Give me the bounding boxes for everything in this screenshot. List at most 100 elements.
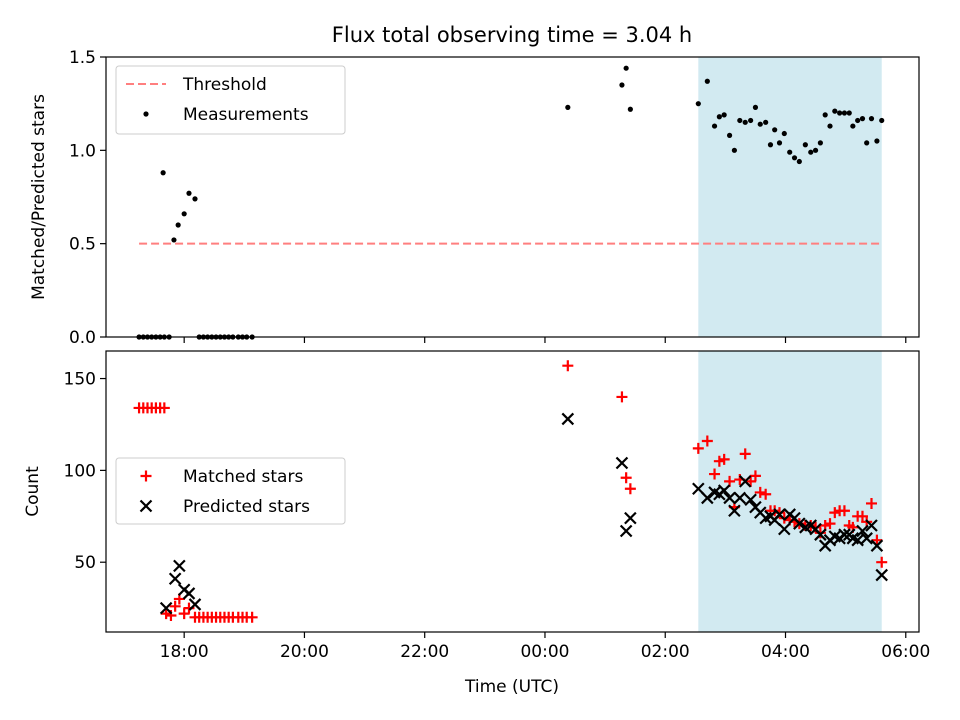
predicted-star-point (738, 475, 752, 488)
counts-legend: Matched stars Predicted stars (115, 457, 346, 525)
measurement-point (731, 147, 737, 153)
predicted-star-point (182, 587, 196, 600)
matched-star-point (749, 470, 761, 482)
predicted-star-point (173, 559, 186, 573)
x-tick-label: 06:00 (881, 642, 930, 662)
measurement-point (879, 117, 885, 124)
matched-star-point (754, 486, 766, 498)
ratio-legend: Threshold Measurements (115, 65, 346, 135)
legend-measurements-label: Measurements (183, 105, 309, 125)
matched-star-point (718, 453, 730, 465)
x-tick-label: 02:00 (641, 642, 690, 662)
measurement-point (721, 112, 727, 118)
measurement-point (627, 106, 633, 112)
measurement-point (837, 110, 843, 116)
y-tick-label: 0.0 (69, 328, 96, 348)
matched-star-point (624, 483, 636, 495)
measurement-point (742, 119, 748, 125)
matched-star-point (616, 391, 628, 403)
measurement-point (704, 78, 710, 84)
predicted-star-point (159, 601, 173, 615)
predicted-star-point (624, 511, 637, 525)
measurement-point (757, 121, 763, 127)
measurement-point (160, 170, 166, 176)
matched-star-point (745, 475, 757, 487)
matched-star-point (865, 497, 877, 509)
matched-star-point (871, 534, 883, 546)
matched-star-point (160, 608, 172, 620)
ratio-panel: 0.0 0.5 1.0 1.5 Matched/Predicted stars Thr… (29, 48, 920, 348)
legend-threshold-label: Threshold (182, 75, 267, 95)
matched-star-point (713, 455, 725, 467)
predicted-star-point (865, 519, 878, 532)
measurement-point (737, 117, 743, 124)
measurement-point (767, 142, 774, 148)
matched-star-point (856, 510, 868, 522)
predicted-star-point (728, 504, 741, 518)
measurement-point (623, 65, 629, 71)
ratio-y-axis-label: Matched/Predicted stars (29, 94, 49, 300)
measurement-point (748, 117, 754, 124)
measurement-point (796, 158, 802, 165)
x-axis-label: Time (UTC) (464, 677, 559, 697)
predicted-star-point (870, 539, 884, 552)
measurement-point (752, 104, 759, 110)
predicted-star-point (561, 412, 575, 426)
predicted-star-point (733, 491, 747, 505)
matched-star-point (620, 472, 632, 484)
predicted-star-point (168, 572, 182, 586)
measurement-point (763, 119, 769, 125)
legend-predicted-symbol (139, 499, 153, 513)
chart-title: Flux total observing time = 3.04 h (332, 23, 692, 47)
measurement-point (781, 130, 787, 137)
predicted-star-point (773, 508, 786, 521)
matched-star-point (701, 435, 713, 447)
x-tick-label: 18:00 (160, 642, 209, 662)
x-tick-label: 00:00 (520, 642, 569, 662)
observing-window-shade (698, 351, 882, 632)
predicted-star-point (860, 532, 873, 545)
ratio-legend-box (115, 65, 346, 135)
predicted-star-point (838, 528, 851, 541)
measurement-point (868, 116, 875, 122)
measurement-point (859, 116, 866, 122)
legend-measurements-symbol (143, 111, 149, 117)
measurement-point (716, 114, 722, 120)
counts-panel: 18:00 20:00 22:00 00:00 02:00 04:00 06:00 50 100… (23, 350, 930, 662)
measurement-point (726, 132, 733, 138)
measurement-point (846, 110, 852, 116)
predicted-star-point (615, 456, 629, 470)
measurement-point (192, 196, 198, 202)
matched-star-point (739, 448, 751, 460)
measurement-point (874, 138, 880, 144)
predicted-star-point (856, 524, 869, 538)
legend-matched-label: Matched stars (183, 467, 303, 487)
matched-star-point (829, 507, 841, 519)
matched-star-point (760, 488, 772, 500)
measurement-point (864, 140, 870, 146)
measurement-point (832, 108, 838, 114)
y-tick-label: 1.0 (69, 141, 96, 161)
y-tick-label: 0.5 (69, 235, 96, 255)
counts-axes-frame (105, 350, 920, 633)
measurement-point (812, 147, 819, 153)
counts-legend-box (115, 457, 346, 525)
measurement-point (817, 140, 823, 146)
matched-star-point (824, 518, 836, 530)
measurement-point (565, 104, 571, 110)
y-tick-label: 150 (64, 370, 96, 390)
measurement-point (827, 123, 833, 129)
predicted-star-point (744, 493, 757, 507)
predicted-star-point (793, 517, 806, 530)
x-tick-label: 20:00 (280, 642, 329, 662)
measurement-point (175, 222, 181, 228)
matched-star-point (562, 360, 574, 372)
y-tick-label: 50 (74, 553, 96, 573)
matched-star-point (709, 468, 721, 480)
matched-star-point (158, 402, 170, 414)
measurement-point (787, 149, 793, 155)
measurement-point (791, 155, 798, 161)
predicted-star-point (875, 568, 888, 582)
predicted-star-point (814, 528, 827, 541)
predicted-star-point (778, 522, 791, 536)
